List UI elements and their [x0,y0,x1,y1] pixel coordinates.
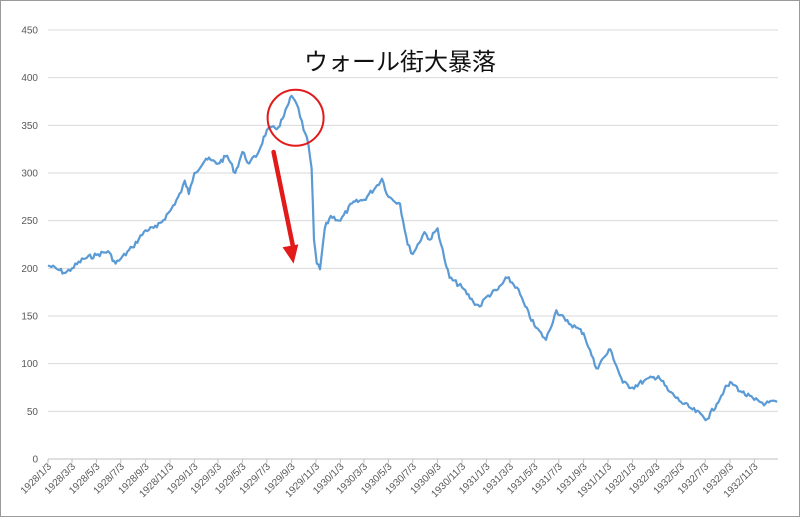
y-axis-ticks: 0 50 100 150 200 250 300 350 400 450 [21,26,38,466]
y-tick-label: 150 [21,312,38,323]
y-tick-label: 250 [21,216,38,227]
gridlines [48,29,778,460]
series-line [47,94,778,422]
crash-arrow-shaft [271,149,296,252]
annotation-group [266,88,325,264]
y-tick-label: 450 [21,26,38,37]
y-tick-label: 350 [21,121,38,132]
crash-arrow-head [282,244,299,264]
chart-title: ウォール街大暴落 [304,48,496,76]
y-tick-label: 200 [21,264,38,275]
y-tick-label: 100 [21,359,38,370]
y-tick-label: 400 [21,73,38,84]
peak-highlight-circle [266,88,325,147]
y-tick-label: 300 [21,169,38,180]
x-axis-ticks: 1928/1/31928/3/31928/5/31928/7/31928/9/3… [19,459,761,500]
y-tick-label: 50 [27,407,39,418]
series-group [47,94,778,422]
y-tick-label: 0 [32,455,38,466]
